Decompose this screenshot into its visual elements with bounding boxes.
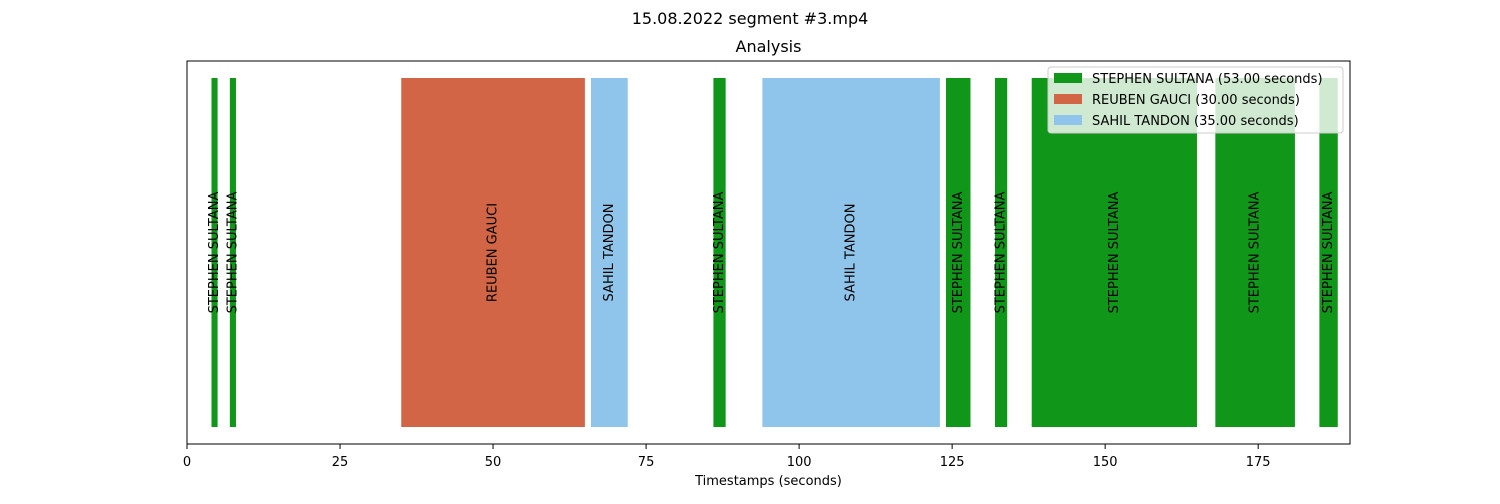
segment-bar-2 bbox=[229, 78, 236, 427]
chart-title: Analysis bbox=[736, 37, 802, 56]
legend-label-1: STEPHEN SULTANA (53.00 seconds) bbox=[1092, 72, 1323, 87]
legend-swatch-3 bbox=[1054, 115, 1082, 125]
segment-bar-7 bbox=[946, 78, 971, 427]
chart-suptitle: 15.08.2022 segment #3.mp4 bbox=[632, 9, 869, 28]
segment-label-3: REUBEN GAUCI bbox=[486, 203, 501, 302]
x-tick-label-5: 125 bbox=[940, 455, 965, 470]
segment-bar-6 bbox=[762, 78, 940, 427]
segment-bar-10 bbox=[1215, 78, 1295, 427]
x-axis: 0 25 50 75 100 125 150 175 bbox=[183, 444, 1271, 470]
segment-label-7: STEPHEN SULTANA bbox=[951, 192, 966, 314]
segment-label-6: SAHIL TANDON bbox=[844, 204, 859, 302]
x-tick-label-2: 50 bbox=[485, 455, 502, 470]
segment-label-8: STEPHEN SULTANA bbox=[994, 192, 1009, 314]
segment-bar-4 bbox=[590, 78, 628, 427]
x-tick-label-4: 100 bbox=[787, 455, 812, 470]
x-tick-label-0: 0 bbox=[183, 455, 191, 470]
segments-layer bbox=[211, 78, 1338, 427]
legend-swatch-2 bbox=[1054, 94, 1082, 104]
legend-label-3: SAHIL TANDON (35.00 seconds) bbox=[1092, 114, 1299, 129]
segment-label-4: SAHIL TANDON bbox=[602, 204, 617, 302]
legend-swatch-1 bbox=[1054, 73, 1082, 83]
segment-label-9: STEPHEN SULTANA bbox=[1107, 192, 1122, 314]
legend-box bbox=[1047, 66, 1344, 134]
segment-bar-8 bbox=[994, 78, 1008, 427]
plot-frame bbox=[186, 60, 1351, 445]
segment-label-10: STEPHEN SULTANA bbox=[1248, 192, 1263, 314]
segment-bar-3 bbox=[401, 78, 585, 427]
segment-label-11: STEPHEN SULTANA bbox=[1321, 192, 1336, 314]
segment-bar-1 bbox=[211, 78, 218, 427]
x-tick-label-7: 175 bbox=[1246, 455, 1271, 470]
legend-label-2: REUBEN GAUCI (30.00 seconds) bbox=[1092, 93, 1300, 108]
segment-label-2: STEPHEN SULTANA bbox=[225, 192, 240, 314]
x-tick-label-3: 75 bbox=[638, 455, 655, 470]
x-tick-label-1: 25 bbox=[332, 455, 349, 470]
segment-bar-11 bbox=[1319, 78, 1338, 427]
x-tick-label-6: 150 bbox=[1093, 455, 1118, 470]
segment-label-5: STEPHEN SULTANA bbox=[712, 192, 727, 314]
segment-bar-5 bbox=[713, 78, 726, 427]
legend: STEPHEN SULTANA (53.00 seconds) REUBEN GA… bbox=[1047, 66, 1344, 134]
segment-labels-layer: STEPHEN SULTANA STEPHEN SULTANA REUBEN GAU… bbox=[207, 192, 1336, 314]
x-axis-label: Timestamps (seconds) bbox=[694, 474, 842, 489]
segment-bar-9 bbox=[1031, 78, 1197, 427]
segment-label-1: STEPHEN SULTANA bbox=[207, 192, 222, 314]
